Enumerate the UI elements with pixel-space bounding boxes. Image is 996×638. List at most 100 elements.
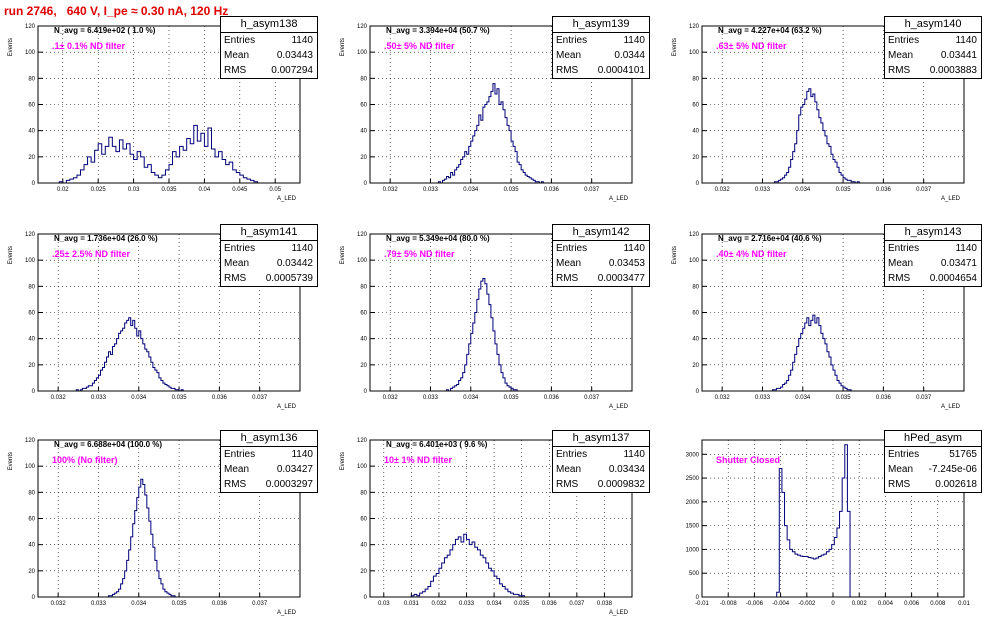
y-tick-label: 20 [360, 155, 367, 161]
stats-box: h_asym142 Entries 1140 Mean 0.03453 RMS 0.0003… [552, 224, 650, 287]
histogram-series [438, 83, 548, 184]
y-tick-label: 120 [25, 232, 36, 238]
x-tick-label: 0.034 [131, 395, 147, 401]
y-tick-label: 60 [360, 517, 367, 523]
stats-title: h_asym140 [885, 17, 981, 33]
x-tick-label: 0.036 [544, 395, 560, 401]
x-axis-title: A_LED [277, 196, 297, 202]
plot-frame [37, 233, 301, 392]
x-tick-label: 0.035 [504, 187, 520, 193]
y-tick-label: 100 [25, 258, 36, 264]
y-tick-label: 80 [28, 76, 35, 82]
y-tick-label: 2000 [686, 500, 700, 506]
x-tick-label: 0.037 [916, 187, 932, 193]
y-tick-label: 80 [692, 76, 699, 82]
x-tick-label: 0.036 [876, 187, 892, 193]
histogram-series [74, 317, 184, 392]
x-tick-label: 0.05 [269, 187, 281, 193]
x-tick-label: 0.034 [463, 187, 479, 193]
y-tick-label: 0 [696, 389, 700, 395]
x-tick-label: 0.032 [383, 395, 399, 401]
y-tick-label: 120 [25, 438, 36, 444]
stats-box: h_asym141 Entries 1140 Mean 0.03442 RMS 0.0005… [220, 224, 318, 287]
stats-box: h_asym140 Entries 1140 Mean 0.03441 RMS 0.0003… [884, 16, 982, 79]
stats-row-rms: RMS 0.0003883 [885, 63, 981, 78]
plot-frame [369, 233, 633, 392]
x-tick-label: 0.03 [378, 601, 390, 607]
x-axis-title: A_LED [609, 610, 629, 616]
stats-value: 0.0003477 [597, 273, 645, 284]
stats-value: 0.002618 [935, 479, 977, 490]
stats-row-mean: Mean 0.03471 [885, 256, 981, 271]
navg-annotation: N_avg = 6.401e+03 ( 9.6 %) [386, 440, 488, 449]
y-tick-label: 40 [28, 129, 35, 135]
y-tick-label: 80 [692, 284, 699, 290]
y-tick-label: 0 [696, 181, 700, 187]
x-tick-label: 0.033 [755, 187, 771, 193]
x-axis-title: A_LED [609, 196, 629, 202]
stats-row-entries: Entries 1140 [553, 33, 649, 48]
filter-label: .25± 2.5% ND filter [52, 249, 130, 259]
y-tick-label: 100 [357, 258, 368, 264]
stats-row-rms: RMS 0.0004101 [553, 63, 649, 78]
filter-label: 10± 1% ND filter [384, 455, 452, 465]
x-tick-label: 0.02 [57, 187, 69, 193]
navg-annotation: N_avg = 3.394e+04 (50.7 %) [386, 26, 490, 35]
stats-row-rms: RMS 0.0003477 [553, 271, 649, 286]
histogram-panel: 0.032 0.033 0.034 0.035 0.036 0.037 0 20 40 60 80 1… [332, 224, 664, 432]
y-tick-label: 20 [28, 155, 35, 161]
stats-title: h_asym142 [553, 225, 649, 241]
stats-row-mean: Mean -7.245e-06 [885, 462, 981, 477]
histogram-panel: 0.032 0.033 0.034 0.035 0.036 0.037 0 20 40 60 80 1… [0, 430, 332, 638]
x-tick-label: 0.033 [459, 601, 475, 607]
stats-key: Mean [888, 258, 914, 269]
stats-key: RMS [224, 273, 247, 284]
histogram-series [774, 444, 853, 598]
stats-row-rms: RMS 0.007294 [221, 63, 317, 78]
stats-key: Entries [556, 35, 588, 46]
stats-key: Entries [556, 243, 588, 254]
x-tick-label: 0.035 [172, 395, 188, 401]
navg-annotation: N_avg = 4.227e+04 (63.2 %) [718, 26, 822, 35]
stats-key: Mean [224, 464, 250, 475]
navg-annotation: N_avg = 2.716e+04 (40.6 %) [718, 234, 822, 243]
x-tick-label: 0.045 [232, 187, 248, 193]
y-tick-label: 100 [25, 464, 36, 470]
stats-key: Entries [224, 243, 256, 254]
histogram-plot: 0.02 0.025 0.03 0.035 0.04 0.045 0.05 0 20 40 60 80… [8, 24, 301, 202]
y-tick-label: 1000 [686, 547, 700, 553]
y-tick-label: 40 [28, 337, 35, 343]
y-tick-label: 0 [696, 595, 700, 601]
y-axis-title: Events [340, 452, 346, 470]
stats-box: h_asym138 Entries 1140 Mean 0.03443 RMS 0.0072… [220, 16, 318, 79]
y-tick-label: 40 [692, 337, 699, 343]
x-tick-label: 0.032 [715, 395, 731, 401]
stats-row-mean: Mean 0.03442 [221, 256, 317, 271]
plot-frame [369, 439, 633, 598]
histogram-plot: 0.032 0.033 0.034 0.035 0.036 0.037 0 20 40 60 80 1… [340, 232, 633, 410]
histogram-plot: 0.03 0.031 0.032 0.033 0.034 0.035 0.036 0.037 0… [340, 438, 633, 616]
filter-label: .50± 5% ND filter [384, 41, 455, 51]
plot-frame [37, 25, 301, 184]
x-tick-label: 0.008 [930, 601, 946, 607]
x-axis-title: A_LED [277, 404, 297, 410]
histogram-panel: 0.032 0.033 0.034 0.035 0.036 0.037 0 20 40 60 80 1… [0, 224, 332, 432]
y-tick-label: 120 [689, 232, 700, 238]
histogram-panel: 0.032 0.033 0.034 0.035 0.036 0.037 0 20 40 60 80 1… [664, 224, 996, 432]
y-tick-label: 60 [360, 311, 367, 317]
x-tick-label: -0.006 [746, 601, 764, 607]
plot-frame [369, 25, 633, 184]
histogram-series [770, 314, 854, 392]
y-tick-label: 120 [357, 232, 368, 238]
x-tick-label: 0.035 [161, 187, 177, 193]
y-axis-title: Events [672, 38, 678, 56]
y-tick-label: 80 [360, 284, 367, 290]
stats-row-rms: RMS 0.0003297 [221, 477, 317, 492]
stats-value: 0.03442 [276, 258, 313, 269]
histogram-plot: 0.032 0.033 0.034 0.035 0.036 0.037 0 20 40 60 80 1… [340, 24, 633, 202]
stats-key: Entries [888, 35, 920, 46]
y-tick-label: 60 [360, 103, 367, 109]
x-tick-label: 0.037 [252, 601, 268, 607]
x-tick-label: 0.037 [584, 187, 600, 193]
y-tick-label: 60 [28, 103, 35, 109]
